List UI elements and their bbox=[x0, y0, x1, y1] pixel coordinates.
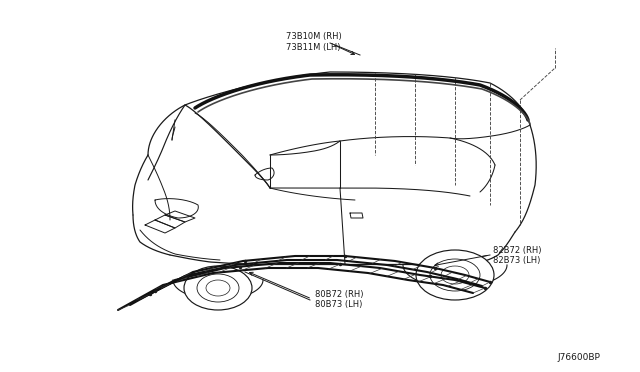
Ellipse shape bbox=[441, 266, 469, 284]
Text: 73B11M (LH): 73B11M (LH) bbox=[286, 42, 340, 51]
Ellipse shape bbox=[206, 280, 230, 296]
Text: J76600BP: J76600BP bbox=[557, 353, 600, 362]
Ellipse shape bbox=[184, 266, 252, 310]
Ellipse shape bbox=[197, 274, 239, 302]
Ellipse shape bbox=[416, 250, 494, 300]
Text: 82B72 (RH): 82B72 (RH) bbox=[493, 247, 541, 256]
Text: 82B73 (LH): 82B73 (LH) bbox=[493, 257, 540, 266]
Text: 73B10M (RH): 73B10M (RH) bbox=[286, 32, 342, 41]
Text: 80B73 (LH): 80B73 (LH) bbox=[315, 299, 362, 308]
Text: 80B72 (RH): 80B72 (RH) bbox=[315, 289, 364, 298]
Ellipse shape bbox=[430, 259, 480, 291]
